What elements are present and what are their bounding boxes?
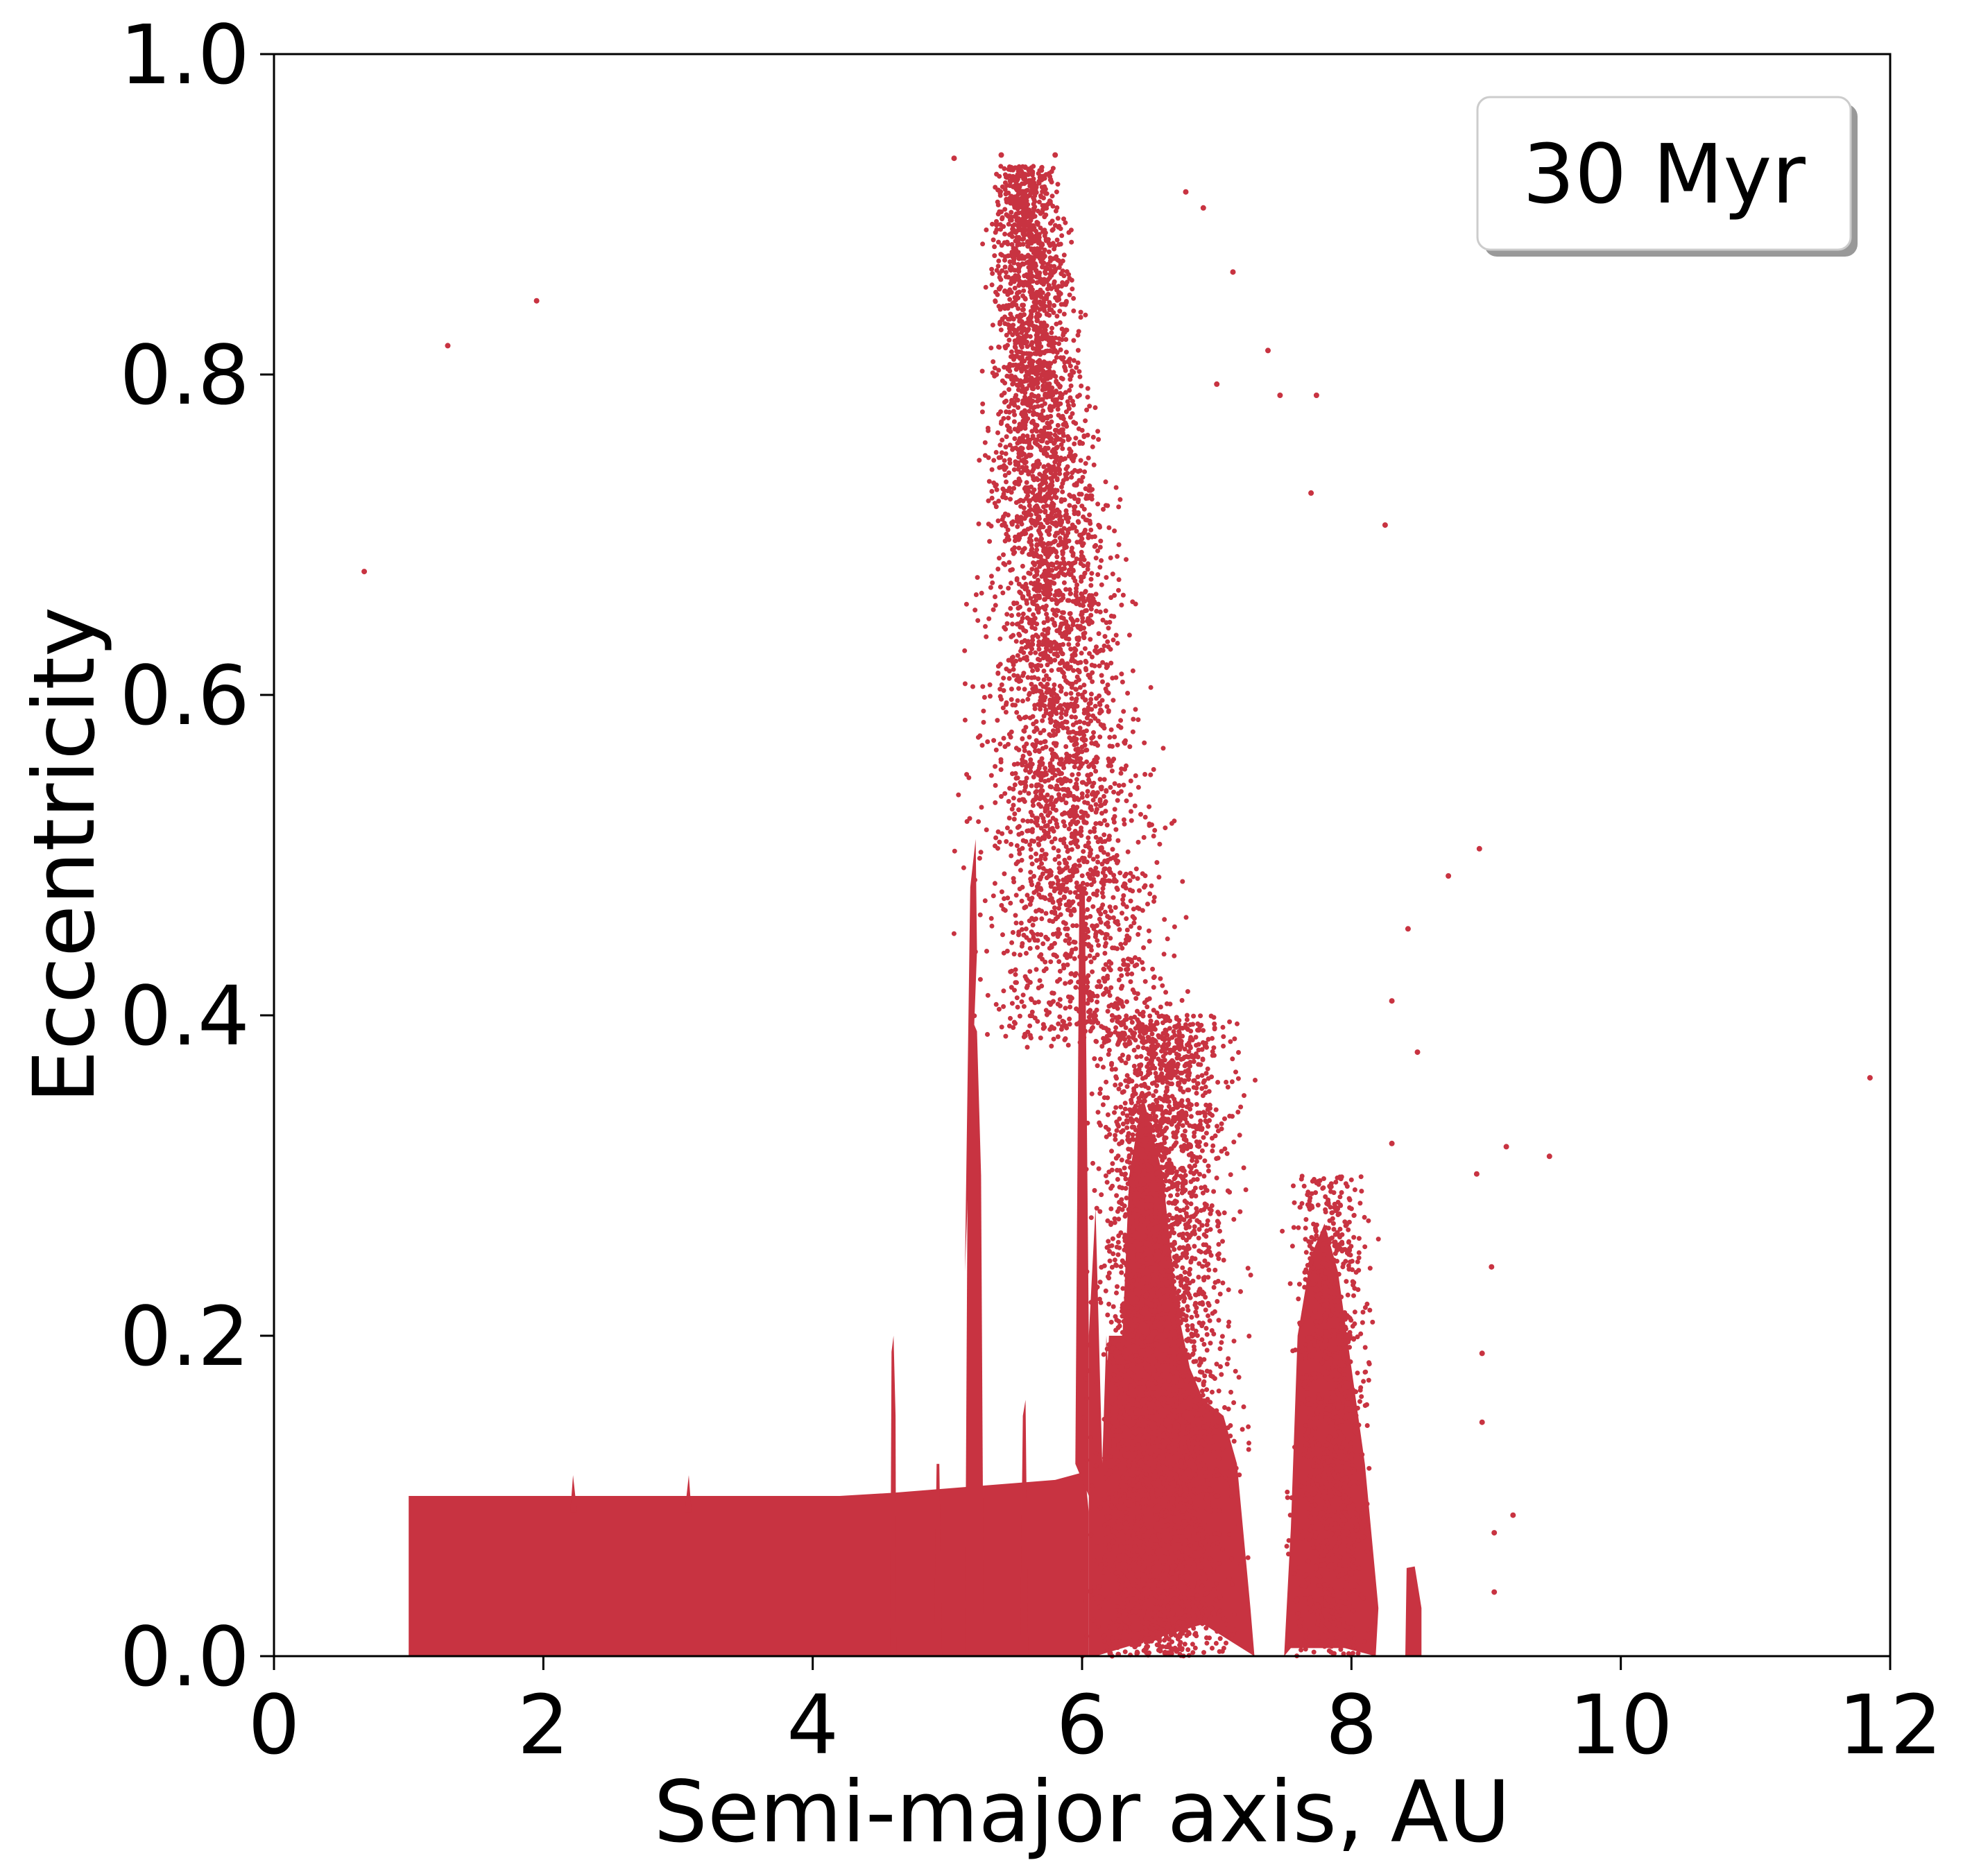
spike-5.2 bbox=[965, 1015, 984, 1656]
x-tick-label: 10 bbox=[1569, 1677, 1673, 1773]
cluster-8.45 bbox=[1405, 1566, 1422, 1656]
x-tick-label: 8 bbox=[1326, 1677, 1378, 1773]
spike-5.57 bbox=[1020, 1400, 1029, 1656]
y-tick-label: 1.0 bbox=[119, 7, 250, 103]
legend: 30 Myr bbox=[1476, 96, 1858, 257]
spike-4.93 bbox=[934, 1463, 943, 1656]
x-tick-label: 6 bbox=[1056, 1677, 1108, 1773]
x-tick-label: 4 bbox=[787, 1677, 839, 1773]
scatter-points bbox=[361, 152, 1873, 1659]
dense-band bbox=[409, 1472, 1089, 1656]
legend-box bbox=[1476, 96, 1852, 251]
y-tick-label: 0.2 bbox=[119, 1289, 250, 1384]
y-tick-label: 0.4 bbox=[119, 968, 250, 1064]
spike-5.2-tip bbox=[965, 838, 977, 1272]
x-axis-ticks: 0 2 4 6 8 10 12 bbox=[248, 1656, 1942, 1773]
scatter-dots bbox=[361, 152, 1873, 1659]
x-tick-label: 0 bbox=[248, 1677, 300, 1773]
y-tick-label: 0.8 bbox=[119, 327, 250, 423]
bump-2.2 bbox=[570, 1475, 577, 1513]
legend-label: 30 Myr bbox=[1523, 126, 1806, 222]
spike-4.6 bbox=[890, 1336, 897, 1656]
x-axis-label: Semi-major axis, AU bbox=[653, 1763, 1510, 1861]
bump-3.08 bbox=[685, 1475, 692, 1513]
x-tick-label: 2 bbox=[517, 1677, 569, 1773]
y-axis-ticks: 0.0 0.2 0.4 0.6 0.8 1.0 bbox=[119, 7, 274, 1705]
x-tick-label: 12 bbox=[1838, 1677, 1942, 1773]
y-axis-label: Eccentricity bbox=[15, 607, 114, 1104]
y-tick-label: 0.6 bbox=[119, 648, 250, 743]
y-tick-label: 0.0 bbox=[119, 1609, 250, 1705]
